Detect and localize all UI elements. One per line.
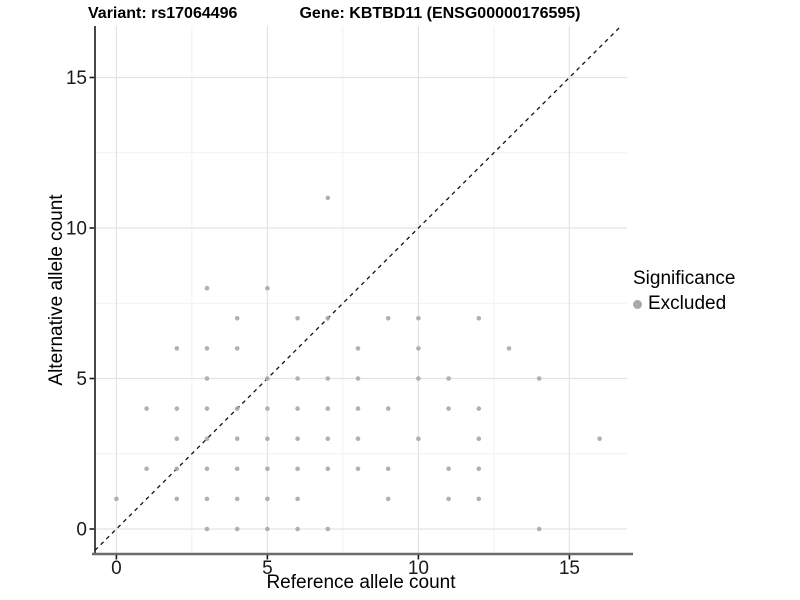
data-point [476, 406, 482, 411]
data-point [325, 195, 331, 201]
identity-line [94, 25, 622, 551]
x-tick-label: 0 [111, 558, 122, 579]
x-tick-label: 5 [262, 558, 273, 579]
data-point [234, 406, 240, 411]
data-point [265, 285, 270, 291]
data-point [234, 436, 240, 442]
data-point [295, 406, 300, 411]
data-point [325, 316, 331, 321]
data-point [174, 496, 180, 502]
data-point [385, 316, 391, 321]
data-point [174, 466, 180, 472]
data-point [476, 466, 482, 472]
data-point [234, 496, 240, 502]
data-point [536, 526, 542, 532]
data-point [536, 376, 542, 381]
data-point [295, 526, 300, 532]
data-point [385, 466, 391, 472]
data-point [355, 466, 361, 472]
data-point [295, 316, 300, 321]
legend-item-label: Excluded [648, 293, 727, 314]
data-point [355, 376, 361, 381]
legend-item-excluded: Excluded [633, 293, 735, 315]
plot-title-variant: Variant: rs17064496 [88, 5, 238, 22]
data-point [204, 496, 210, 502]
x-tick-label: 15 [559, 558, 580, 579]
data-point [476, 316, 482, 321]
data-point [325, 436, 331, 442]
data-point [234, 316, 240, 321]
data-point [144, 406, 149, 411]
data-point [416, 346, 421, 351]
data-point [204, 376, 210, 381]
data-point [204, 526, 210, 532]
data-point [234, 466, 240, 472]
data-point [174, 436, 180, 442]
data-point [325, 376, 331, 381]
data-point [325, 526, 331, 532]
y-tick-label: 15 [66, 68, 87, 89]
legend-title: Significance [633, 268, 736, 289]
data-point [265, 496, 270, 502]
data-point [355, 406, 361, 411]
data-point [325, 466, 331, 472]
data-point [506, 346, 512, 351]
y-tick-label: 5 [76, 369, 87, 390]
data-point [265, 466, 270, 472]
data-point [416, 436, 421, 442]
y-axis-title: Alternative allele count [46, 194, 67, 386]
y-tick-label: 10 [66, 219, 87, 240]
data-point [144, 466, 149, 472]
data-point [295, 376, 300, 381]
legend: Significance Excluded [633, 268, 735, 315]
data-point [265, 406, 270, 411]
x-axis-title: Reference allele count [266, 572, 456, 593]
data-point [325, 406, 331, 411]
data-point [385, 406, 391, 411]
data-point [295, 436, 300, 442]
data-point [204, 346, 210, 351]
data-point [114, 496, 119, 502]
data-point [446, 406, 451, 411]
data-point [446, 466, 451, 472]
data-point [204, 436, 210, 442]
data-point [385, 496, 391, 502]
plot-title-gene: Gene: KBTBD11 (ENSG00000176595) [299, 5, 581, 22]
data-point [265, 436, 270, 442]
data-point [476, 436, 482, 442]
data-point [204, 406, 210, 411]
x-tick-label: 10 [408, 558, 429, 579]
data-point [234, 346, 240, 351]
data-point [597, 436, 602, 442]
excluded-point-icon [633, 299, 642, 309]
data-point [416, 376, 421, 381]
data-point [446, 376, 451, 381]
data-point [416, 316, 421, 321]
data-point [204, 466, 210, 472]
data-point [295, 496, 300, 502]
data-point [295, 466, 300, 472]
data-point [446, 496, 451, 502]
y-tick-label: 0 [76, 520, 87, 541]
data-point [265, 526, 270, 532]
data-point [204, 285, 210, 291]
data-point [174, 406, 180, 411]
data-point [174, 346, 180, 351]
data-point [355, 436, 361, 442]
data-point [234, 526, 240, 532]
data-point [476, 496, 482, 502]
data-point [265, 376, 270, 381]
data-point [355, 346, 361, 351]
